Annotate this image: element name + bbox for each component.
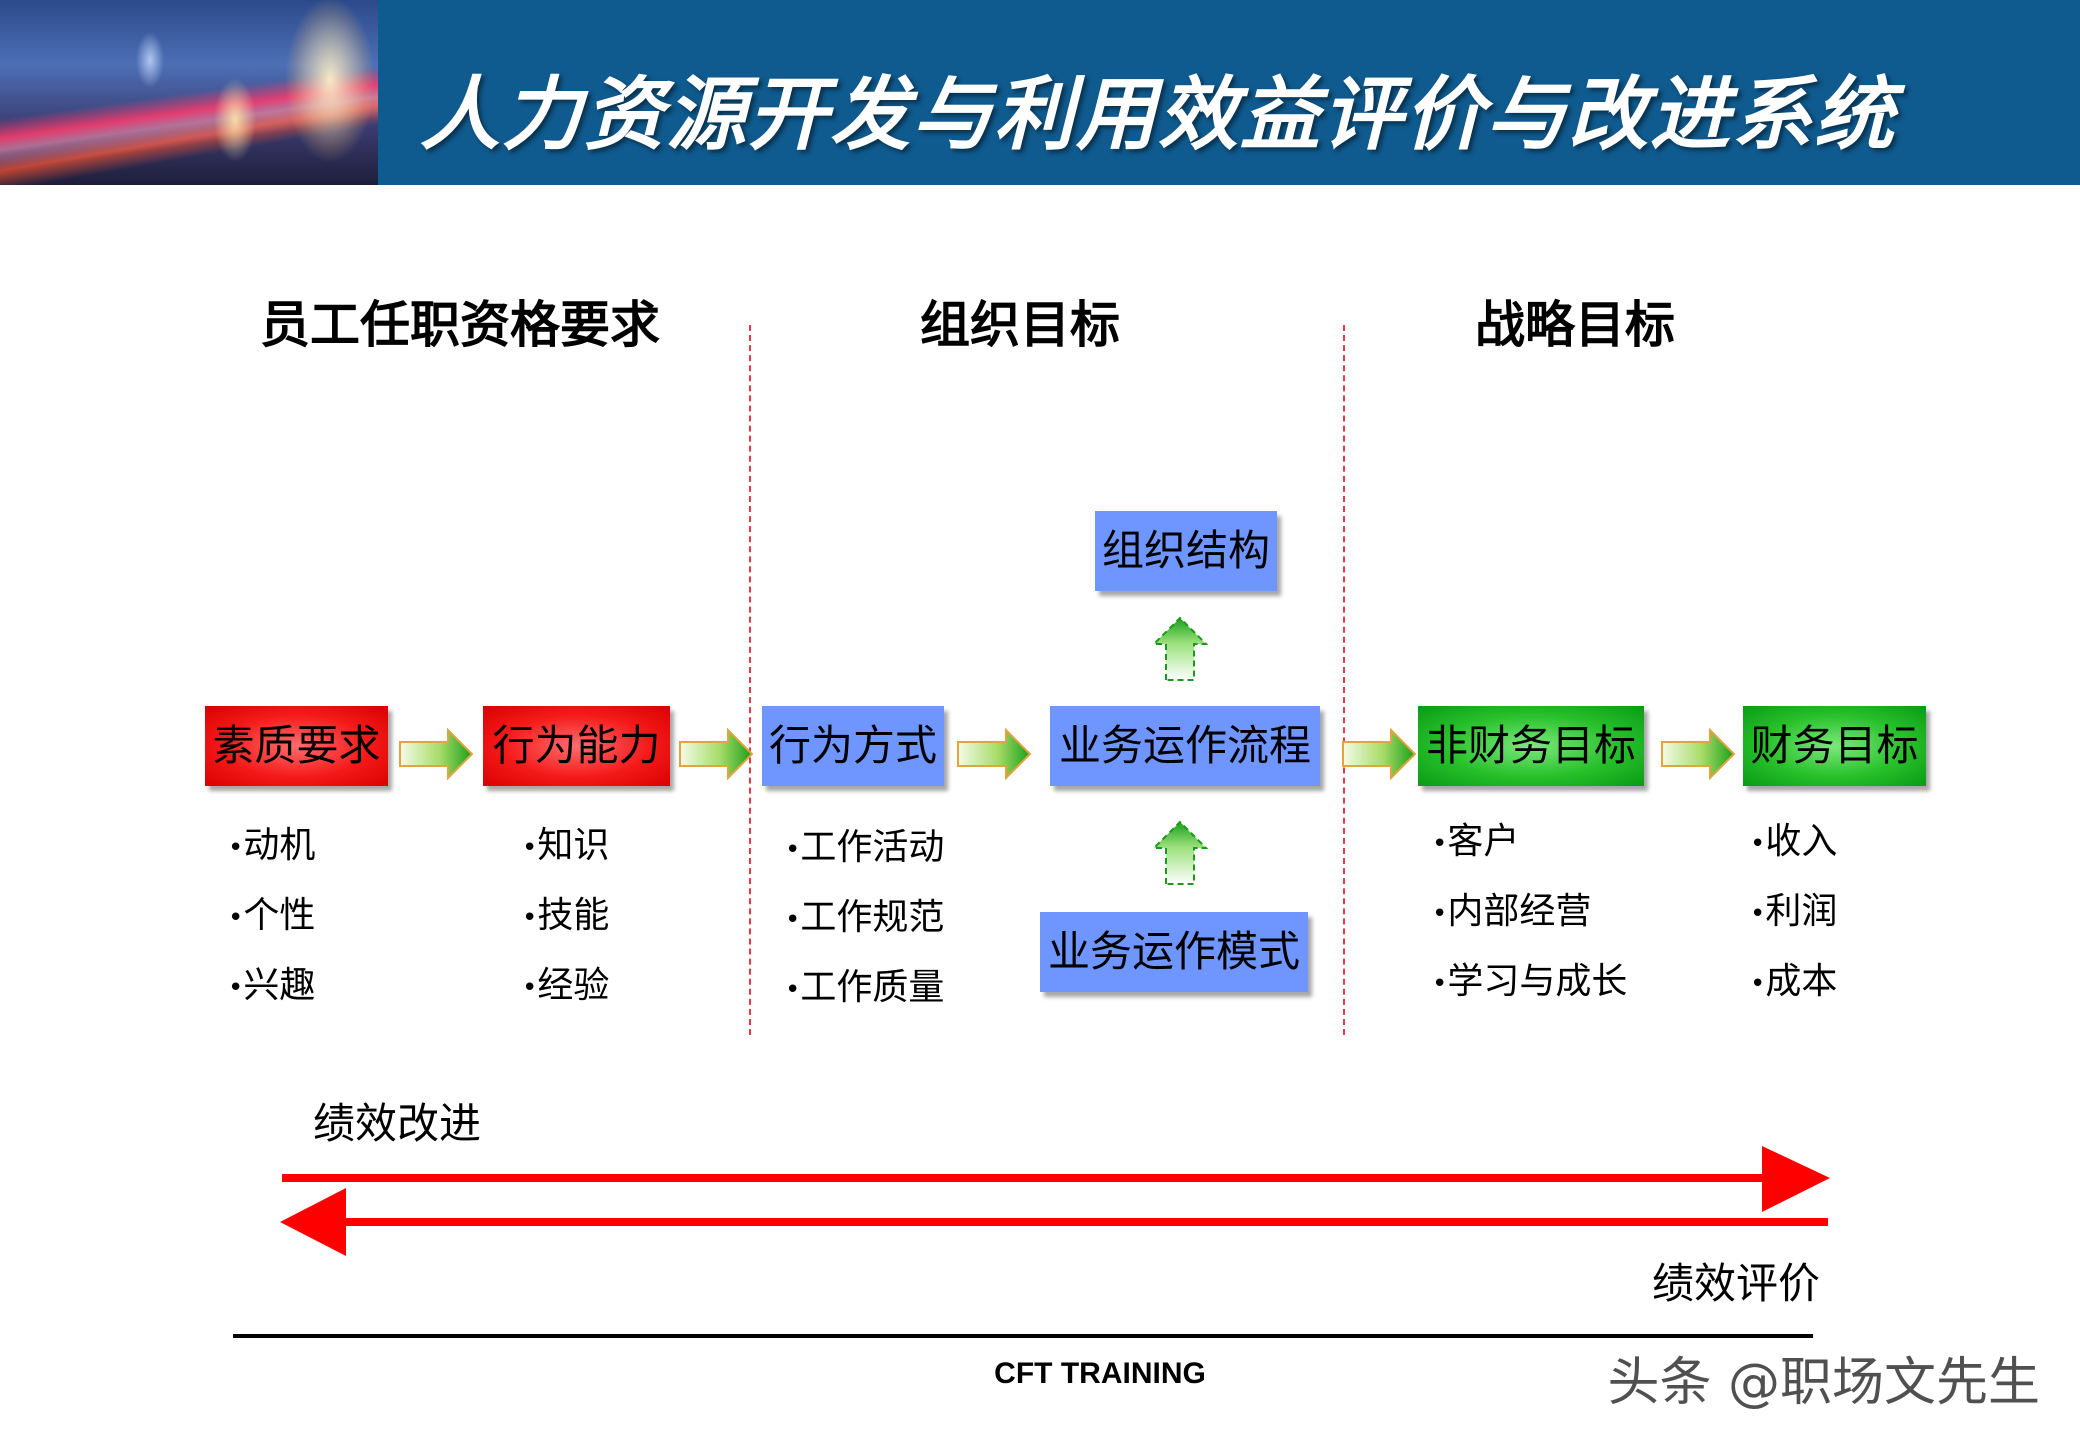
- list-item: •动机: [228, 825, 316, 866]
- list-item: •学习与成长: [1432, 961, 1628, 1002]
- list-behavior-ability: •知识 •技能 •经验: [522, 812, 609, 1022]
- arrow-up-model: [1151, 820, 1209, 885]
- performance-improve-arrow: [282, 1146, 1830, 1212]
- box-financial-goal: 财务目标: [1743, 706, 1926, 786]
- list-item: •兴趣: [228, 965, 316, 1006]
- list-item: •经验: [522, 965, 610, 1006]
- list-item: •工作质量: [785, 967, 945, 1008]
- arrow-right-2: [679, 727, 754, 781]
- list-item: •利润: [1750, 891, 1838, 932]
- list-item: •个性: [228, 895, 316, 936]
- list-item: •技能: [522, 895, 610, 936]
- column-title-qualification: 员工任职资格要求: [260, 295, 660, 354]
- column-divider-right: [1343, 325, 1345, 1035]
- box-behavior-ability: 行为能力: [483, 706, 670, 786]
- column-divider-left: [749, 325, 751, 1035]
- column-title-org-goal: 组织目标: [920, 295, 1120, 354]
- box-business-process: 业务运作流程: [1050, 706, 1320, 786]
- header-photo: [0, 0, 378, 185]
- performance-evaluate-label: 绩效评价: [1652, 1259, 1821, 1308]
- footer-divider: [233, 1334, 1813, 1338]
- list-item: •内部经营: [1432, 891, 1592, 932]
- arrow-right-4: [1342, 727, 1417, 781]
- performance-evaluate-arrow: [280, 1188, 1828, 1256]
- page-title: 人力资源开发与利用效益评价与改进系统: [420, 68, 1896, 161]
- list-financial: •收入 •利润 •成本: [1750, 808, 1837, 1018]
- column-title-strategy-goal: 战略目标: [1475, 295, 1675, 354]
- list-item: •收入: [1750, 821, 1838, 862]
- list-nonfinancial: •客户 •内部经营 •学习与成长: [1432, 808, 1627, 1018]
- list-item: •知识: [522, 825, 610, 866]
- list-item: •工作活动: [785, 827, 945, 868]
- box-business-model: 业务运作模式: [1040, 912, 1308, 992]
- arrow-right-5: [1661, 727, 1736, 781]
- arrow-right-3: [957, 727, 1032, 781]
- box-behavior-style: 行为方式: [762, 706, 944, 786]
- list-item: •工作规范: [785, 897, 945, 938]
- list-quality: •动机 •个性 •兴趣: [228, 812, 315, 1022]
- watermark: 头条 @职场文先生: [1607, 1353, 2040, 1413]
- box-org-structure: 组织结构: [1095, 511, 1277, 591]
- arrow-up-structure: [1151, 616, 1209, 681]
- performance-improve-label: 绩效改进: [313, 1099, 482, 1148]
- box-quality: 素质要求: [205, 706, 388, 786]
- list-item: •成本: [1750, 961, 1838, 1002]
- list-item: •客户: [1432, 821, 1520, 862]
- footer-text: CFT TRAINING: [994, 1357, 1206, 1390]
- arrow-right-1: [399, 727, 474, 781]
- box-nonfinancial-goal: 非财务目标: [1418, 706, 1644, 786]
- list-behavior-style: •工作活动 •工作规范 •工作质量: [785, 814, 944, 1024]
